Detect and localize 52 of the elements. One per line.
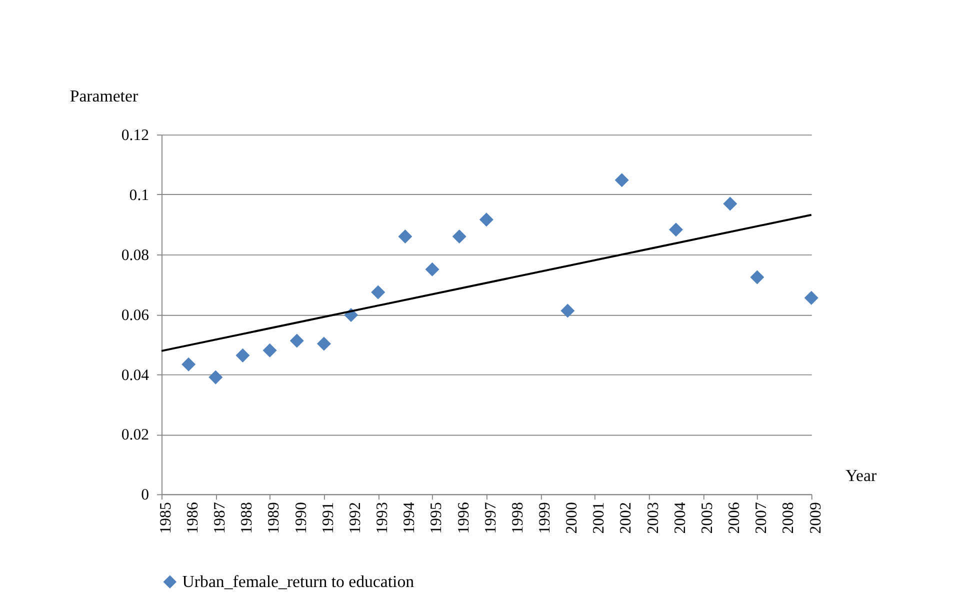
x-tick-label: 1991	[320, 502, 337, 534]
x-tick-label: 1989	[266, 502, 283, 534]
x-tick-label: 1999	[536, 502, 554, 534]
point	[668, 222, 683, 237]
point	[262, 343, 277, 358]
point	[316, 336, 331, 351]
x-tick-label: 1992	[346, 502, 364, 534]
x-tick-label: 2005	[698, 502, 716, 534]
y-tick-label: 0.08	[121, 246, 150, 264]
point	[750, 270, 764, 284]
point	[290, 334, 304, 348]
x-tick-label: 1988	[238, 502, 256, 534]
x-tick-label: 2003	[644, 502, 662, 534]
x-tick-label: 1995	[428, 502, 446, 534]
x-tick-label: 2004	[672, 502, 689, 534]
y-tick-label: 0.04	[121, 366, 150, 384]
x-tick-label: 2002	[618, 502, 635, 534]
point	[208, 370, 223, 384]
x-tick-label: 2000	[564, 502, 581, 534]
x-tick-label: 1996	[455, 502, 472, 534]
y-axis-title: Parameter	[70, 86, 138, 106]
point	[804, 290, 818, 305]
x-tick-label: 1986	[184, 502, 202, 534]
y-tick-label: 0.06	[121, 306, 150, 324]
x-tick-label: 1994	[401, 502, 418, 534]
x-tick-label: 2001	[590, 502, 608, 534]
point	[452, 229, 466, 244]
x-tick-label: 1998	[509, 502, 526, 534]
x-axis-title: Year	[846, 466, 877, 485]
y-tick-label: 0	[141, 486, 150, 504]
point	[560, 304, 575, 318]
x-tick-label: 1985	[157, 502, 174, 534]
y-tick-label: 0.12	[121, 127, 150, 144]
legend-label: Urban_female_return to education	[182, 572, 415, 591]
x-tick-label: 2006	[726, 502, 744, 534]
x-tick-label: 2009	[807, 502, 824, 534]
x-tick-label: 1987	[212, 502, 229, 534]
x-tick-label: 2008	[780, 502, 798, 534]
point	[236, 348, 250, 362]
point	[723, 196, 738, 211]
x-tick-label: 1990	[292, 502, 310, 534]
x-tick-label: 2007	[753, 502, 770, 534]
point	[614, 173, 629, 188]
point	[182, 357, 196, 372]
point	[425, 262, 440, 276]
point	[371, 285, 386, 300]
y-tick-label: 0.1	[129, 186, 150, 204]
point	[398, 229, 412, 244]
point	[479, 212, 494, 227]
y-tick-label: 0.02	[121, 426, 150, 444]
x-tick-label: 1997	[482, 502, 500, 534]
x-tick-label: 1993	[374, 502, 392, 534]
